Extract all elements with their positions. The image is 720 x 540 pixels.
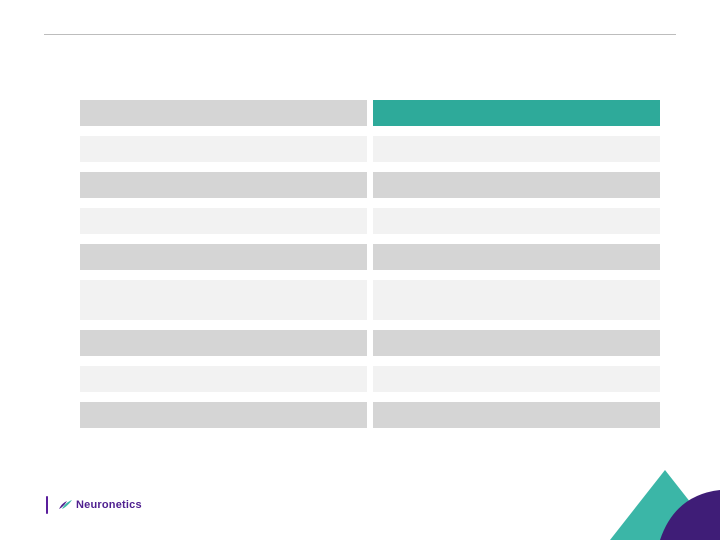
row-spacer: [80, 162, 660, 172]
table-row: [80, 100, 660, 126]
table-row: [80, 330, 660, 356]
table-cell-left: [80, 208, 367, 234]
table-cell-left: [80, 402, 367, 428]
table-cell-right: [373, 136, 660, 162]
corner-decoration: [590, 460, 720, 540]
top-divider: [44, 34, 676, 35]
table-cell-left: [80, 330, 367, 356]
row-spacer: [80, 320, 660, 330]
row-spacer: [80, 126, 660, 136]
table-cell-left: [80, 366, 367, 392]
row-spacer: [80, 356, 660, 366]
table-cell-right: [373, 100, 660, 126]
table-cell-right: [373, 172, 660, 198]
brand-swoosh-icon: [58, 499, 74, 511]
table-row: [80, 136, 660, 162]
table-row: [80, 280, 660, 320]
table-row: [80, 208, 660, 234]
footer: Neuronetics: [46, 496, 142, 514]
table-cell-right: [373, 330, 660, 356]
row-spacer: [80, 234, 660, 244]
table-row: [80, 244, 660, 270]
row-spacer: [80, 198, 660, 208]
row-spacer: [80, 392, 660, 402]
table-cell-left: [80, 244, 367, 270]
table-cell-right: [373, 244, 660, 270]
footer-accent-bar: [46, 496, 48, 514]
table-cell-right: [373, 208, 660, 234]
table-cell-left: [80, 172, 367, 198]
table-cell-right: [373, 366, 660, 392]
brand-name: Neuronetics: [76, 499, 142, 511]
table-cell-left: [80, 136, 367, 162]
table-cell-left: [80, 280, 367, 320]
table-cell-right: [373, 280, 660, 320]
table-row: [80, 402, 660, 428]
brand-logo: Neuronetics: [58, 499, 142, 511]
table-row: [80, 172, 660, 198]
table-cell-left: [80, 100, 367, 126]
comparison-table: [80, 100, 660, 428]
row-spacer: [80, 270, 660, 280]
table-cell-right: [373, 402, 660, 428]
table-row: [80, 366, 660, 392]
